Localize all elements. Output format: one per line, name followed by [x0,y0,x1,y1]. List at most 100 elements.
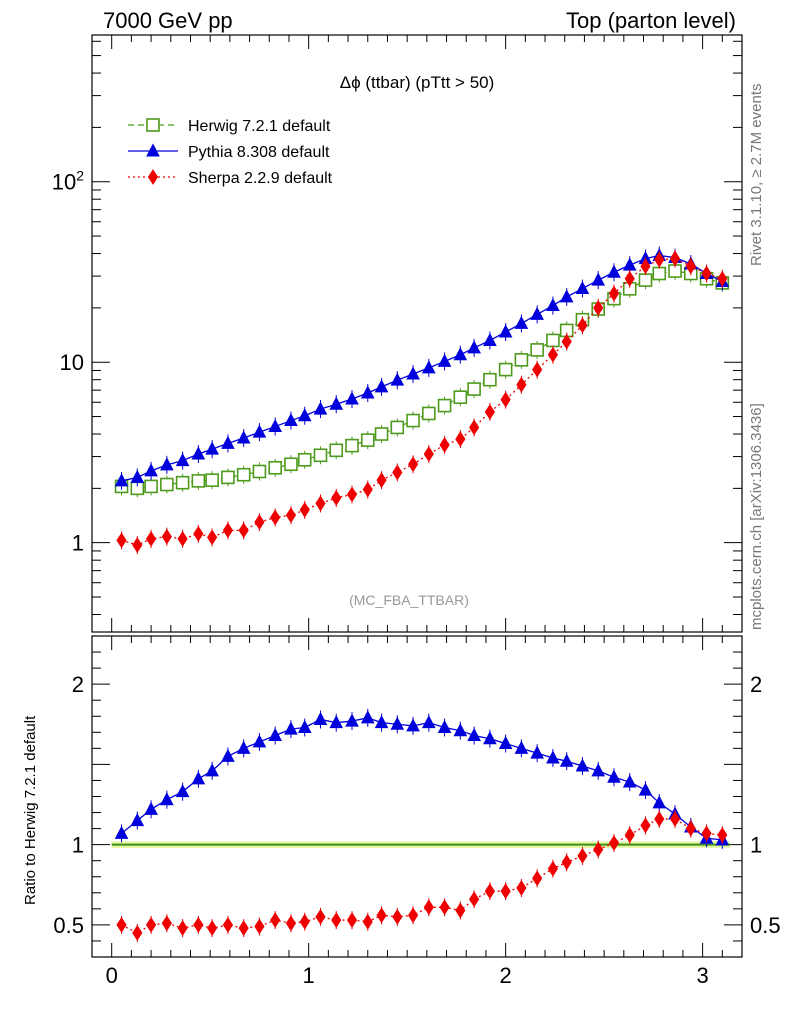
main-data-point [701,265,712,282]
main-data-point [437,398,452,413]
main-data-point [130,469,145,483]
main-data-point [175,453,190,467]
main-data-point [297,408,312,422]
y-tick-label-base: 10 [52,170,76,195]
main-data-point [498,324,513,338]
ratio-data-point [624,827,635,843]
ratio-data-point [331,912,342,929]
main-data-point [622,257,637,271]
ratio-data-point [345,713,359,727]
main-data-point [145,530,157,547]
main-data-point [132,537,143,553]
ratio-data-point [285,915,297,932]
y-tick-label-exponent: 2 [76,168,84,184]
y-tick-label: 1 [72,531,84,556]
ratio-data-point [423,899,434,916]
ratio-data-point [516,880,527,896]
ratio-data-point [591,763,606,777]
ratio-data-point [652,795,667,809]
main-data-point [175,475,190,490]
main-data-point [669,250,681,267]
main-data-point [221,470,235,485]
main-data-point [362,481,373,498]
main-data-point [624,270,635,287]
ratio-data-point [130,812,145,827]
main-data-point [717,270,728,287]
ratio-data-point [532,870,543,887]
ratio-y-axis-label: Ratio to Herwig 7.2.1 default [22,715,39,905]
ratio-data-point [284,721,298,735]
ratio-data-point [607,769,621,783]
ratio-data-point [360,710,375,724]
ratio-data-point [575,758,590,772]
main-data-point [236,467,251,482]
ratio-data-point [406,718,420,732]
legend-label: Sherpa 2.2.9 default [188,170,333,187]
main-data-point [345,438,359,453]
main-data-point [315,495,326,512]
ratio-data-point [236,740,251,754]
main-data-point [559,289,574,303]
ratio-data-point [437,719,452,733]
ratio-data-point [252,734,267,748]
ratio-data-point [114,825,129,839]
main-data-point [345,391,359,405]
main-data-point [406,366,420,380]
ratio-data-point [546,750,560,764]
ratio-data-point [144,801,158,815]
ratio-series-line-0 [121,717,723,841]
main-data-point [270,509,281,526]
main-data-point [191,474,206,488]
y-tick-label: 10 [60,350,84,375]
ratio-y-tick-label-right: 0.5 [750,913,781,938]
main-data-point [392,464,403,481]
legend-marker [146,143,160,157]
legend-marker [147,169,159,185]
ratio-data-point [483,731,497,745]
main-data-point [654,251,665,268]
x-tick-label: 3 [696,963,708,988]
ratio-data-point [270,912,281,929]
main-data-point [376,472,387,489]
ratio-data-point [453,723,468,737]
ratio-data-point [640,817,651,834]
main-data-point [313,401,328,415]
main-data-point [591,272,606,286]
ratio-y-tick-label-right: 1 [750,833,762,858]
main-data-point [207,529,218,546]
ratio-data-point [205,763,219,777]
ratio-data-point [207,920,218,937]
main-data-point [284,457,298,472]
main-data-point [284,412,298,427]
main-data-point [685,258,696,275]
ratio-data-point [191,771,206,785]
main-data-point [530,306,544,320]
main-data-point [297,452,312,467]
main-data-point [484,404,495,420]
main-data-point [516,376,527,393]
main-data-point [577,317,588,334]
ratio-data-point [132,925,143,941]
main-data-point [114,473,129,487]
main-data-point [467,340,481,354]
ratio-data-point [717,827,728,843]
main-data-point [144,479,158,494]
ratio-data-point [390,716,405,730]
main-series-line-1 [121,254,723,482]
main-data-point [374,379,389,393]
chart-title: Δϕ (ttbar) (pTtt > 50) [340,73,495,92]
ratio-data-point [116,916,127,933]
ratio-data-point [669,811,681,827]
ratio-data-point [421,715,436,729]
main-data-point [252,424,267,438]
main-data-point [607,264,621,278]
ratio-data-point [329,715,344,729]
ratio-data-point [701,825,712,842]
ratio-plot-frame [91,635,743,958]
ratio-data-point [547,860,559,877]
main-data-point [268,460,282,475]
main-data-point [638,273,653,287]
main-data-point [453,347,468,361]
ratio-data-point [299,913,310,930]
ratio-data-point [407,907,419,924]
